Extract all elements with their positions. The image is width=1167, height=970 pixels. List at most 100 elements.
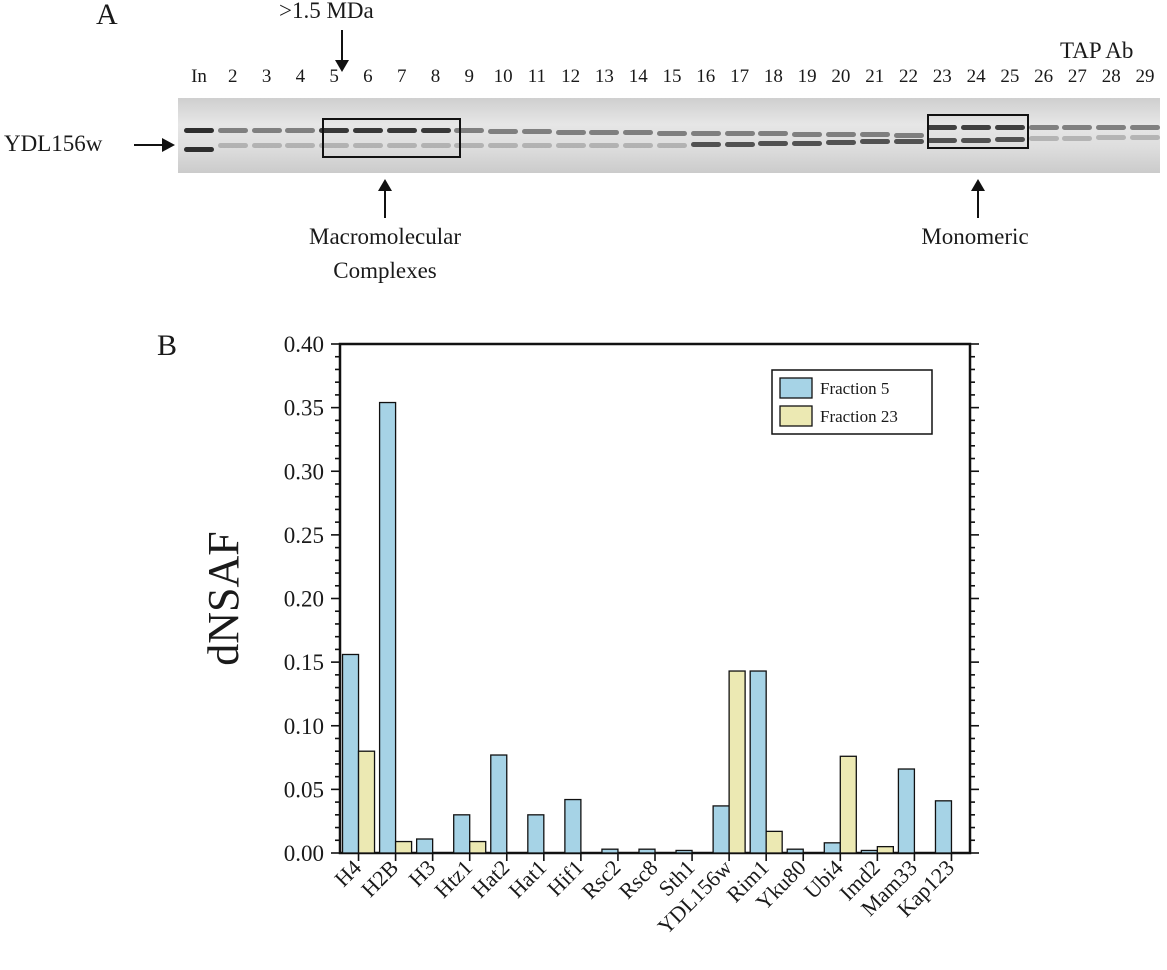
bar-fraction5 [712,805,730,854]
gel-band [724,141,755,147]
legend-swatch [779,377,813,399]
gel-band [893,138,924,144]
macromolecular-arrow [378,179,392,218]
gel-band [319,143,350,148]
bar-fraction23 [765,830,783,854]
category-label: Rsc2 [577,855,626,904]
gel-band [1062,135,1093,141]
lane-label: 25 [1000,66,1020,87]
gel-band [1096,125,1127,130]
bar-fraction5 [527,814,545,854]
complexes-label: Complexes [333,258,437,283]
size-marker-arrow [335,30,349,72]
protein-label: YDL156w [4,131,103,156]
gel-band [758,141,789,147]
gel-band [386,143,417,148]
lane-label: 20 [831,66,851,87]
gel-band [690,130,721,136]
bar-fraction23 [394,840,413,854]
macromolecular-label: Macromolecular [309,224,461,249]
gel-band [251,143,282,148]
bar-fraction5 [415,838,434,854]
bar-fraction5 [341,653,360,854]
gel-band [184,147,214,152]
lane-label: 18 [763,66,783,87]
gel-band [1130,125,1160,130]
bar-fraction5 [638,848,656,854]
lane-label: 28 [1101,66,1121,87]
lane-label: 21 [865,66,885,87]
lane-label: 10 [493,66,513,87]
bar-fraction5 [564,798,582,854]
lane-label: 13 [594,66,614,87]
gel-band [893,132,924,138]
bar-fraction5 [490,754,508,854]
gel-band [758,131,789,137]
legend-label: Fraction 5 [820,379,889,398]
bar-fraction5 [601,848,619,854]
gel-band [589,143,620,148]
lane-label: 7 [396,66,407,87]
gel-band [1028,125,1059,130]
gel-band [724,131,755,137]
gel-band [657,130,687,136]
gel-band [285,143,316,148]
gel-band [251,128,282,133]
bar-fraction5 [897,768,916,854]
gel-band [657,143,687,148]
category-label: Rsc8 [614,855,663,904]
y-tick-label: 0.30 [284,459,324,484]
gel-band [1096,135,1127,141]
gel-band [927,125,958,130]
y-tick-label: 0.10 [284,714,324,739]
gel-band [792,131,823,137]
lane-label: 17 [730,66,750,87]
legend-swatch [779,405,813,427]
monomeric-arrow [971,179,985,218]
lane-label: 16 [696,66,716,87]
gel-band [961,137,992,143]
bar-fraction5 [823,842,841,854]
gel-band [1062,125,1093,130]
gel-band [825,132,856,137]
gel-band [420,143,451,148]
bar-fraction23 [357,750,376,854]
category-label: YDL156w [652,855,736,939]
lane-label: 11 [527,66,546,87]
y-axis-label: dNSAF [199,531,248,666]
lane-label: 2 [228,66,238,87]
lane-label: 4 [295,66,306,87]
bar-fraction5 [749,670,767,854]
gel-band [454,128,485,133]
lane-label: 5 [329,66,339,87]
gel-band [859,139,890,145]
category-label: Hat2 [466,855,514,903]
gel-band [961,125,992,130]
gel-band [1028,136,1059,142]
gel-band [555,129,586,135]
gel-band [859,132,890,138]
y-tick-label: 0.15 [284,650,324,675]
category-label: Ubi4 [799,855,848,904]
lane-label: 8 [430,66,441,87]
antibody-label: TAP Ab [1060,38,1134,63]
bar-fraction5 [453,814,471,854]
bar-fraction23 [876,845,895,854]
lane-label: In [191,66,207,87]
legend-label: Fraction 23 [820,407,898,426]
protein-arrow [134,138,175,152]
gel-band [217,128,248,133]
gel-band [555,143,586,148]
bar-fraction5 [378,401,397,854]
gel-band [319,128,350,133]
gel-band [623,130,654,136]
lane-label: 3 [261,66,272,87]
lane-label: 6 [363,66,373,87]
bar-fraction5 [860,849,879,854]
bar-fraction5 [675,849,693,854]
gel-band [488,129,519,134]
gel-band [994,125,1025,130]
size-marker-label: >1.5 MDa [279,0,374,23]
gel-band [994,137,1025,142]
